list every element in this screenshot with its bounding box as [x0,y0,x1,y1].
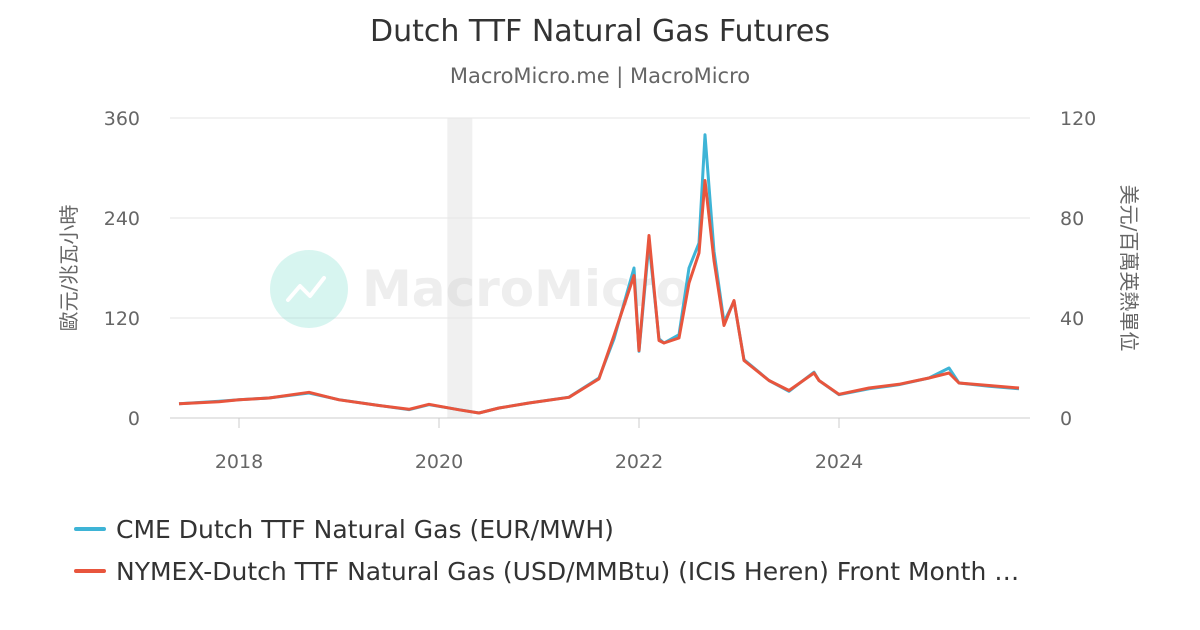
series-line-nymex[interactable] [178,179,1020,415]
y-axis-left-title: 歐元/兆瓦小時 [57,205,81,332]
legend-item-cme[interactable]: CME Dutch TTF Natural Gas (EUR/MWH) [74,508,1019,550]
svg-text:120: 120 [104,308,140,330]
shaded-region [447,118,473,418]
svg-text:2020: 2020 [415,451,463,473]
chart-title: Dutch TTF Natural Gas Futures [370,14,830,49]
svg-text:2018: 2018 [215,451,263,473]
legend-swatch-nymex [74,569,106,573]
legend: CME Dutch TTF Natural Gas (EUR/MWH) NYME… [74,508,1019,592]
y-axis-right: 120 80 40 0 [1060,108,1096,430]
y-axis-right-title: 美元/百萬英熱單位 [1117,185,1141,352]
chart-plot: MacroMicro 360 240 120 0 歐元/兆瓦小時 120 80 … [57,108,1141,473]
gridlines [170,117,1030,319]
y-axis-left: 360 240 120 0 [104,108,140,430]
svg-text:40: 40 [1060,308,1084,330]
legend-swatch-cme [74,527,106,531]
legend-label-cme: CME Dutch TTF Natural Gas (EUR/MWH) [116,514,614,544]
x-axis-labels: 2018 2020 2022 2024 [215,451,863,473]
svg-text:80: 80 [1060,208,1084,230]
legend-label-nymex: NYMEX-Dutch TTF Natural Gas (USD/MMBtu) … [116,556,1020,586]
watermark-text: MacroMicro [362,260,690,318]
svg-text:360: 360 [104,108,140,130]
watermark-logo-icon [270,250,348,328]
svg-text:120: 120 [1060,108,1096,130]
svg-text:0: 0 [128,408,140,430]
legend-item-nymex[interactable]: NYMEX-Dutch TTF Natural Gas (USD/MMBtu) … [74,550,1019,592]
svg-text:2022: 2022 [615,451,663,473]
svg-text:240: 240 [104,208,140,230]
svg-text:0: 0 [1060,408,1072,430]
x-axis-ticks [238,418,840,428]
chart-subtitle: MacroMicro.me | MacroMicro [449,64,751,88]
svg-text:2024: 2024 [815,451,863,473]
